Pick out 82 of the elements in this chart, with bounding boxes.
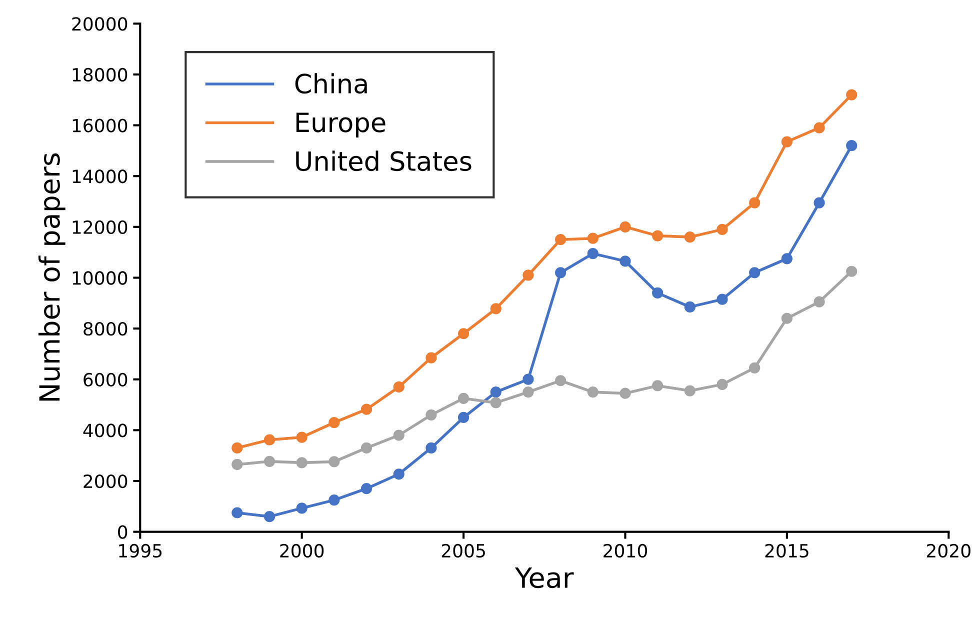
legend-label: China [295,73,367,94]
point [620,388,631,399]
point [846,266,858,277]
point [749,197,760,208]
y-tick-label: 6000 [84,372,128,386]
point [426,352,437,364]
point [749,267,760,278]
point [360,404,372,415]
point [296,502,308,514]
point [264,434,276,446]
point [296,432,308,443]
point [296,457,308,468]
point [458,328,470,340]
x-axis-title: Year [514,568,574,588]
point [587,386,598,398]
point [781,136,792,148]
y-tick-label: 2000 [84,474,128,488]
y-tick-label: 0 [118,525,128,539]
point [555,234,566,246]
point [684,301,696,312]
x-tick-label: 2000 [280,544,324,558]
point [587,232,598,244]
x-tick-label: 2005 [442,544,485,558]
legend-label: United States [296,150,472,172]
point [360,483,372,494]
y-tick-label: 14000 [72,170,128,184]
point [587,248,598,260]
y-tick-label: 20000 [72,17,128,31]
point [232,507,243,518]
point [652,230,664,242]
y-tick-label: 16000 [72,118,128,132]
point [393,468,404,480]
point [814,296,825,308]
point [264,456,276,467]
point [328,494,340,506]
point [232,442,243,454]
x-tick-label: 1995 [119,544,162,558]
point [814,122,825,134]
y-tick-label: 12000 [72,220,128,234]
point [846,140,858,152]
y-tick-label: 4000 [83,424,128,438]
point [458,412,470,424]
point [426,409,437,420]
point [620,221,631,232]
point [555,375,566,386]
point [781,253,792,264]
point [620,256,631,267]
y-tick-label: 8000 [84,322,128,336]
point [652,380,664,392]
x-tick-label: 2020 [926,544,970,558]
point [426,442,437,454]
point [716,224,728,235]
x-tick-label: 2010 [604,544,648,558]
y-tick-label: 18000 [72,68,128,82]
legend-label: Europe [296,112,386,138]
point [716,378,728,390]
point [684,385,696,396]
y-axis-title: Number of papers [38,153,66,401]
point [328,416,340,428]
point [652,287,664,299]
point [458,392,470,404]
point [781,312,792,324]
point [393,430,404,441]
point [522,386,534,398]
point [522,270,534,281]
x-tick-label: 2015 [765,544,808,558]
point [684,232,696,243]
point [749,362,760,374]
point [846,89,858,100]
point [393,381,404,393]
point [522,374,534,385]
point [490,303,502,314]
point [264,511,276,522]
point [232,458,243,470]
point [490,397,502,408]
point [716,294,728,305]
point [814,197,825,208]
point [328,456,340,468]
point [490,386,502,398]
y-tick-label: 10000 [72,271,128,285]
point [555,267,566,278]
point [360,442,372,454]
